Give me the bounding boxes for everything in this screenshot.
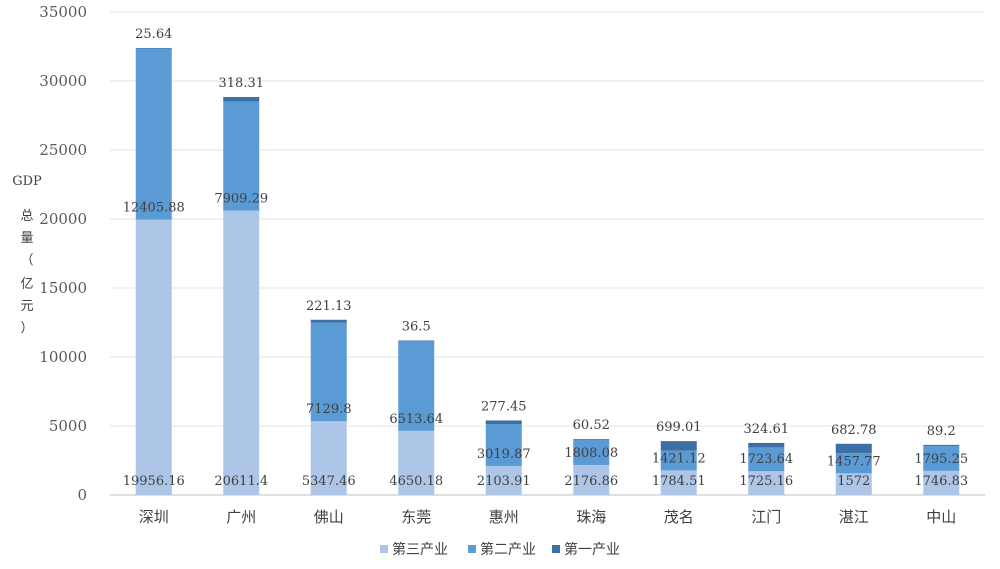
data-label-secondary: 7909.29 [214,192,268,207]
y-axis-label: GDP 总量（亿元） [12,174,42,336]
data-label-secondary: 12405.88 [123,201,185,216]
data-label-tertiary: 1746.83 [914,474,968,489]
y-tick-label: 10000 [39,348,87,366]
x-category-label: 茂名 [664,508,694,526]
data-label-tertiary: 20611.4 [214,474,268,489]
data-label-tertiary: 19956.16 [123,474,185,489]
bar-segment [398,340,435,341]
x-category-label: 珠海 [576,508,606,526]
x-axis-categories: 深圳 广州 佛山 东莞 惠州 珠海 茂名 江门 湛江 中山 [139,508,957,526]
legend-label: 第二产业 [480,541,536,558]
bar-segment [485,465,522,495]
data-label-secondary: 3019.87 [477,447,531,462]
bars [135,48,960,496]
bar-segment [223,97,260,102]
bar-segment [573,464,610,495]
data-label-tertiary: 1572 [837,474,870,489]
legend-swatch [552,545,560,553]
y-axis-ticks: 0 5000 10000 15000 20000 25000 30000 35000 [39,3,87,504]
bar-segment [573,440,610,465]
data-label-tertiary: 2103.91 [477,474,531,489]
data-label-primary: 277.45 [481,399,527,414]
bar-segment [135,48,172,220]
data-label-secondary: 1723.64 [739,452,793,467]
y-tick-label: 15000 [39,279,87,297]
data-label-tertiary: 5347.46 [302,474,356,489]
data-label-secondary: 1808.08 [564,446,618,461]
bar-segment [660,441,697,451]
data-label-primary: 324.61 [744,422,790,437]
legend-label: 第一产业 [564,541,620,558]
x-category-label: 江门 [751,508,781,526]
bar-segment [398,430,435,495]
bar-segment [748,471,785,495]
y-tick-label: 0 [77,486,87,504]
data-label-primary: 699.01 [656,420,702,435]
y-tick-label: 5000 [49,417,87,435]
y-tick-label: 30000 [39,72,87,90]
bar-segment [660,470,697,495]
bar-segment [748,442,785,448]
data-label-primary: 89.2 [927,424,956,439]
data-label-secondary: 1795.25 [914,452,968,467]
x-category-label: 湛江 [839,508,869,526]
bar-segment [485,420,522,425]
data-labels: 19956.16 12405.88 25.64 20611.4 7909.29 318.3… [123,27,968,489]
bar-segment [398,340,435,431]
data-label-primary: 25.64 [135,27,172,42]
data-label-tertiary: 1784.51 [652,474,706,489]
data-label-primary: 682.78 [831,423,877,438]
bar-segment [135,48,172,49]
y-tick-label: 20000 [39,210,87,228]
bar-segment [835,443,872,454]
data-label-tertiary: 4650.18 [389,474,443,489]
legend-swatch [468,545,476,553]
data-label-primary: 221.13 [306,299,352,314]
bar-segment [223,101,260,211]
data-label-primary: 60.52 [573,418,610,433]
bar-segment [923,446,960,471]
legend-label: 第三产业 [392,541,448,558]
y-tick-label: 35000 [39,3,87,21]
x-category-label: 中山 [926,508,956,526]
bar-segment [660,450,697,471]
data-label-secondary: 1457.77 [827,454,881,469]
bar-segment [835,453,872,474]
data-label-primary: 36.5 [402,319,431,334]
bar-segment [310,322,347,422]
data-label-secondary: 1421.12 [652,451,706,466]
bar-segment [485,424,522,466]
data-label-primary: 318.31 [219,76,265,91]
bar-segment [223,210,260,495]
data-label-secondary: 7129.8 [306,402,352,417]
bar-segment [748,447,785,472]
bar-segment [573,439,610,441]
bar-segment [923,444,960,447]
x-category-label: 广州 [226,508,256,526]
x-category-label: 佛山 [314,508,344,526]
legend: 第三产业 第二产业 第一产业 [380,541,620,558]
x-category-label: 深圳 [139,508,169,526]
data-label-secondary: 6513.64 [389,412,443,427]
y-tick-label: 25000 [39,141,87,159]
bar-segment [310,319,347,323]
y-axis-title: GDP 总量（亿元） [12,174,42,336]
data-label-tertiary: 1725.16 [739,474,793,489]
data-label-tertiary: 2176.86 [564,474,618,489]
bar-segment [135,219,172,496]
bar-segment [923,470,960,495]
bar-segment [835,473,872,495]
bar-segment [310,421,347,495]
x-category-label: 惠州 [489,508,519,526]
legend-swatch [380,545,388,553]
x-category-label: 东莞 [401,508,431,526]
